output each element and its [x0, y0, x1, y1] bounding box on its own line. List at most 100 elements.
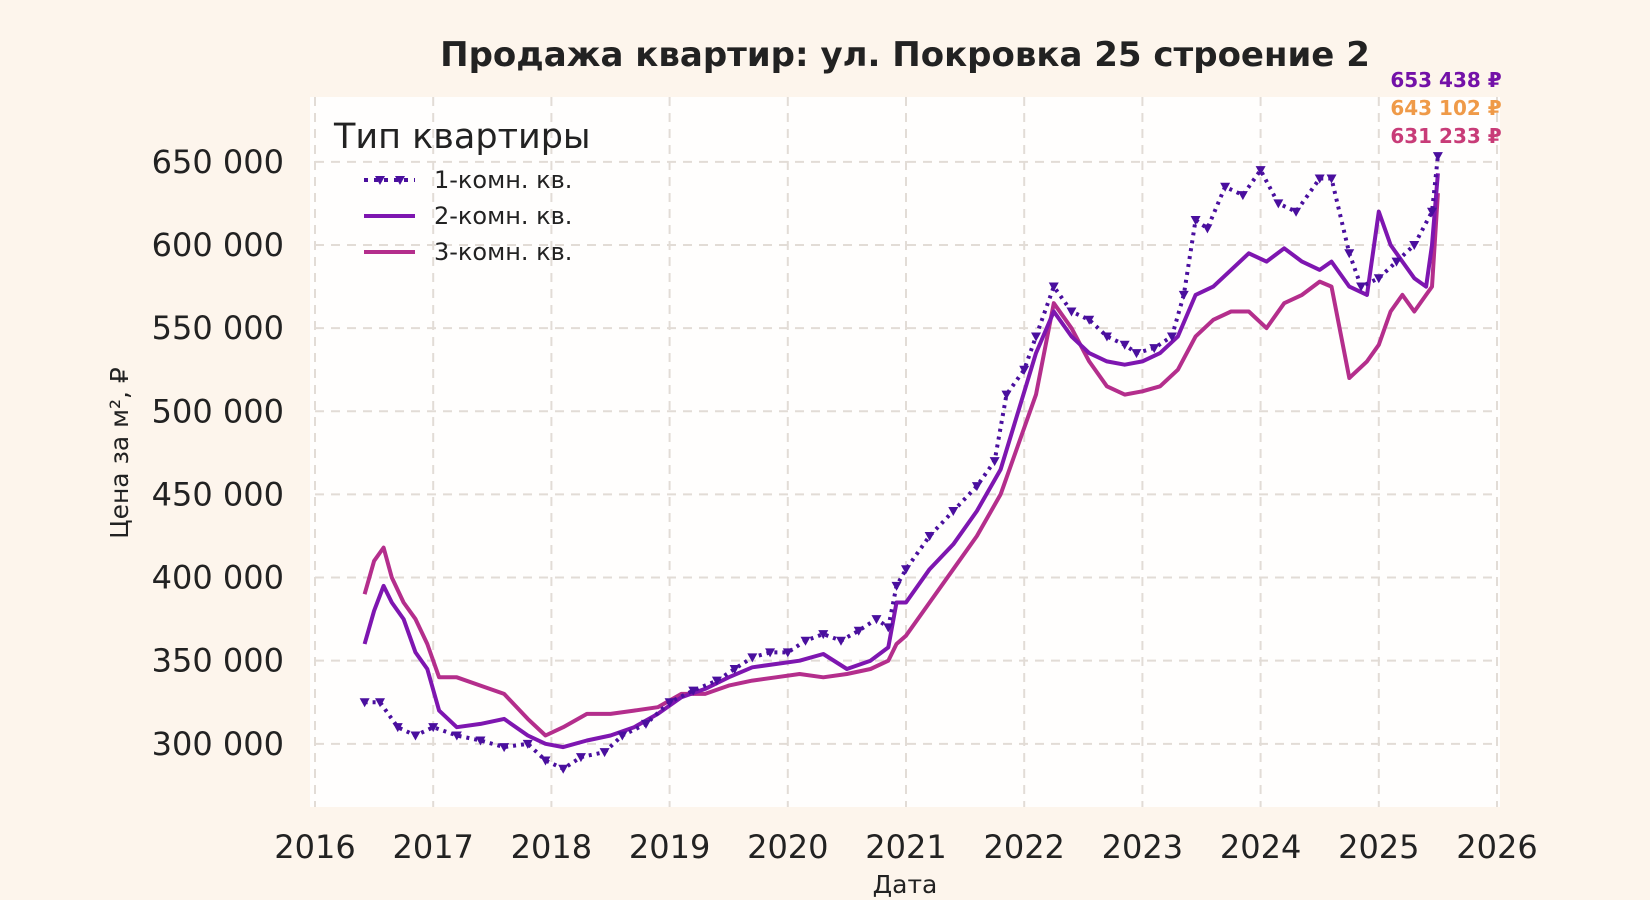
- x-tick-label: 2020: [747, 828, 828, 866]
- series-point: [971, 482, 982, 492]
- series-point: [747, 653, 758, 663]
- series-point: [410, 731, 421, 741]
- x-tick-label: 2024: [1220, 828, 1301, 866]
- series-point: [1131, 349, 1142, 359]
- series-point: [1001, 390, 1012, 400]
- series-point: [451, 731, 462, 741]
- y-tick-label: 450 000: [152, 475, 284, 513]
- end-labels: 653 438 ₽ 643 102 ₽ 631 233 ₽: [1390, 68, 1501, 148]
- x-tick-label: 2026: [1456, 828, 1537, 866]
- series-point: [1344, 249, 1355, 259]
- x-axis-label: Дата: [873, 870, 938, 899]
- series-point: [375, 698, 386, 708]
- series-point: [540, 756, 551, 766]
- series-point: [1202, 224, 1213, 234]
- series-point: [1220, 182, 1231, 192]
- series-point: [1084, 315, 1095, 325]
- series-point: [428, 723, 439, 733]
- series-point: [1166, 332, 1177, 342]
- series-point: [765, 648, 776, 658]
- axis-ticks: 2016 2017 2018 2019 2020 2021 2022 2023 2024 2025…: [152, 143, 1538, 866]
- series-point: [1432, 152, 1443, 162]
- series-line-3: [362, 192, 1440, 738]
- series-point: [617, 731, 628, 741]
- series-point: [853, 626, 864, 636]
- series-point: [1019, 365, 1030, 375]
- x-tick-label: 2016: [274, 828, 355, 866]
- end-value-label: 643 102 ₽: [1390, 96, 1501, 120]
- series-point: [1426, 207, 1437, 217]
- legend-label: 2-комн. кв.: [434, 202, 572, 230]
- series-point: [901, 565, 911, 575]
- series-point: [782, 648, 793, 658]
- series-point: [1178, 290, 1189, 300]
- series-point: [688, 686, 699, 696]
- series-point: [800, 636, 811, 646]
- x-tick-label: 2019: [629, 828, 710, 866]
- y-tick-label: 550 000: [152, 309, 284, 347]
- grid: [314, 97, 1498, 807]
- y-tick-label: 300 000: [152, 725, 284, 763]
- series-point: [711, 676, 722, 686]
- series-point: [575, 753, 586, 763]
- y-tick-label: 600 000: [152, 226, 284, 264]
- series-point: [1273, 199, 1284, 209]
- chart-title: Продажа квартир: ул. Покровка 25 строени…: [440, 35, 1370, 75]
- x-tick-label: 2023: [1102, 828, 1183, 866]
- series-point: [1066, 307, 1077, 317]
- series-layer: [359, 152, 1443, 774]
- series-point: [664, 698, 675, 708]
- series-point: [1048, 282, 1059, 292]
- series-point: [1031, 332, 1042, 342]
- series-point: [1237, 191, 1248, 201]
- series-point: [818, 630, 829, 640]
- series-point: [1119, 340, 1130, 350]
- series-point: [359, 698, 370, 708]
- legend-marker: [395, 176, 405, 185]
- y-tick-label: 350 000: [152, 642, 284, 680]
- x-tick-label: 2022: [983, 828, 1064, 866]
- series-point: [1326, 174, 1337, 184]
- series-point: [1409, 240, 1420, 250]
- series-line-2: [362, 173, 1440, 750]
- series-point: [1391, 257, 1402, 267]
- y-tick-label: 400 000: [152, 559, 284, 597]
- y-axis-label: Цена за м², ₽: [105, 367, 134, 539]
- x-tick-label: 2021: [865, 828, 946, 866]
- series-point: [599, 748, 610, 758]
- legend-title: Тип квартиры: [333, 117, 591, 157]
- series-point: [640, 719, 651, 729]
- legend: Тип квартиры 1-комн. кв. 2-комн. кв. 3-ком…: [333, 117, 591, 266]
- series-point: [924, 531, 935, 541]
- x-tick-label: 2018: [511, 828, 592, 866]
- series-point: [1255, 166, 1266, 176]
- series-point: [989, 457, 1000, 467]
- end-value-label: 631 233 ₽: [1390, 124, 1501, 148]
- series-point: [1149, 344, 1160, 354]
- series-point: [729, 664, 740, 674]
- series-point: [835, 636, 846, 646]
- end-value-label: 653 438 ₽: [1390, 68, 1501, 92]
- series-point: [499, 743, 510, 753]
- x-tick-label: 2025: [1338, 828, 1419, 866]
- series-point: [558, 764, 569, 774]
- legend-marker: [375, 176, 385, 185]
- series-point: [1356, 282, 1367, 292]
- x-tick-label: 2017: [392, 828, 473, 866]
- series-point: [871, 615, 882, 625]
- series-point: [522, 739, 533, 749]
- series-point: [883, 623, 894, 633]
- series-point: [1373, 274, 1384, 284]
- legend-label: 3-комн. кв.: [434, 238, 572, 266]
- series-point: [948, 507, 959, 517]
- series-point: [1101, 332, 1112, 342]
- series-point: [1190, 216, 1201, 226]
- legend-label: 1-комн. кв.: [434, 166, 572, 194]
- series-point: [392, 723, 403, 733]
- series-point: [475, 736, 486, 746]
- series-point: [891, 581, 902, 591]
- y-tick-label: 650 000: [152, 143, 284, 181]
- series-point: [1291, 207, 1302, 217]
- y-tick-label: 500 000: [152, 392, 284, 430]
